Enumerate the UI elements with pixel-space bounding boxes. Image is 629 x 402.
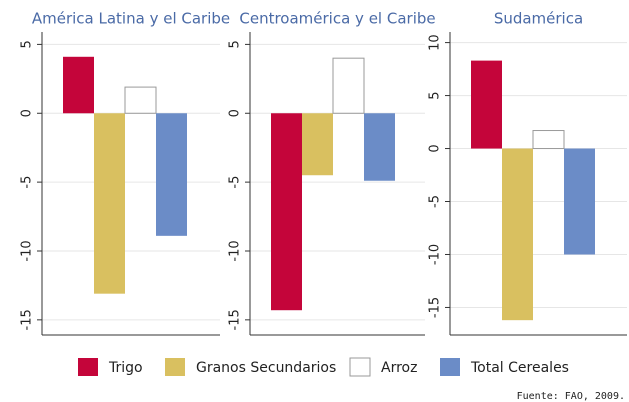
bar <box>532 130 565 150</box>
y-tick-label: 0 <box>20 109 35 117</box>
y-tick-label: 5 <box>20 40 35 48</box>
chart-title: Sudamérica <box>494 10 583 28</box>
y-tick-label: -10 <box>428 244 443 265</box>
bar <box>271 113 302 311</box>
y-tick-label: 0 <box>228 109 243 117</box>
y-tick-label: -5 <box>228 176 243 189</box>
y-tick-label: -15 <box>20 309 35 330</box>
source-note: Fuente: FAO, 2009. <box>517 391 625 402</box>
y-tick-label: -10 <box>228 240 243 261</box>
bar <box>364 113 395 181</box>
chart-title: América Latina y el Caribe <box>32 10 230 28</box>
bar <box>302 113 333 176</box>
y-tick-label: -15 <box>428 297 443 318</box>
y-tick-label: 0 <box>428 144 443 152</box>
y-tick-label: -15 <box>228 309 243 330</box>
y-tick-label: 10 <box>428 34 443 51</box>
legend-swatch <box>165 358 185 376</box>
bar <box>564 148 595 255</box>
legend-swatch <box>349 357 371 377</box>
legend-label: Arroz <box>381 360 417 376</box>
chart-title: Centroamérica y el Caribe <box>239 10 435 28</box>
y-tick-label: 5 <box>228 40 243 48</box>
bar <box>156 113 187 236</box>
bar <box>63 56 94 114</box>
y-tick-label: -5 <box>20 176 35 189</box>
y-tick-label: -5 <box>428 195 443 208</box>
bar <box>471 60 502 149</box>
legend-swatch <box>78 358 98 376</box>
legend-swatch <box>440 358 460 376</box>
legend-label: Trigo <box>108 360 143 376</box>
bar <box>124 86 157 114</box>
bar <box>332 57 365 114</box>
y-tick-label: -10 <box>20 240 35 261</box>
legend-label: Granos Secundarios <box>196 360 336 376</box>
bar <box>94 113 125 294</box>
y-tick-label: 5 <box>428 91 443 99</box>
bar <box>502 148 533 321</box>
legend-label: Total Cereales <box>470 360 569 376</box>
